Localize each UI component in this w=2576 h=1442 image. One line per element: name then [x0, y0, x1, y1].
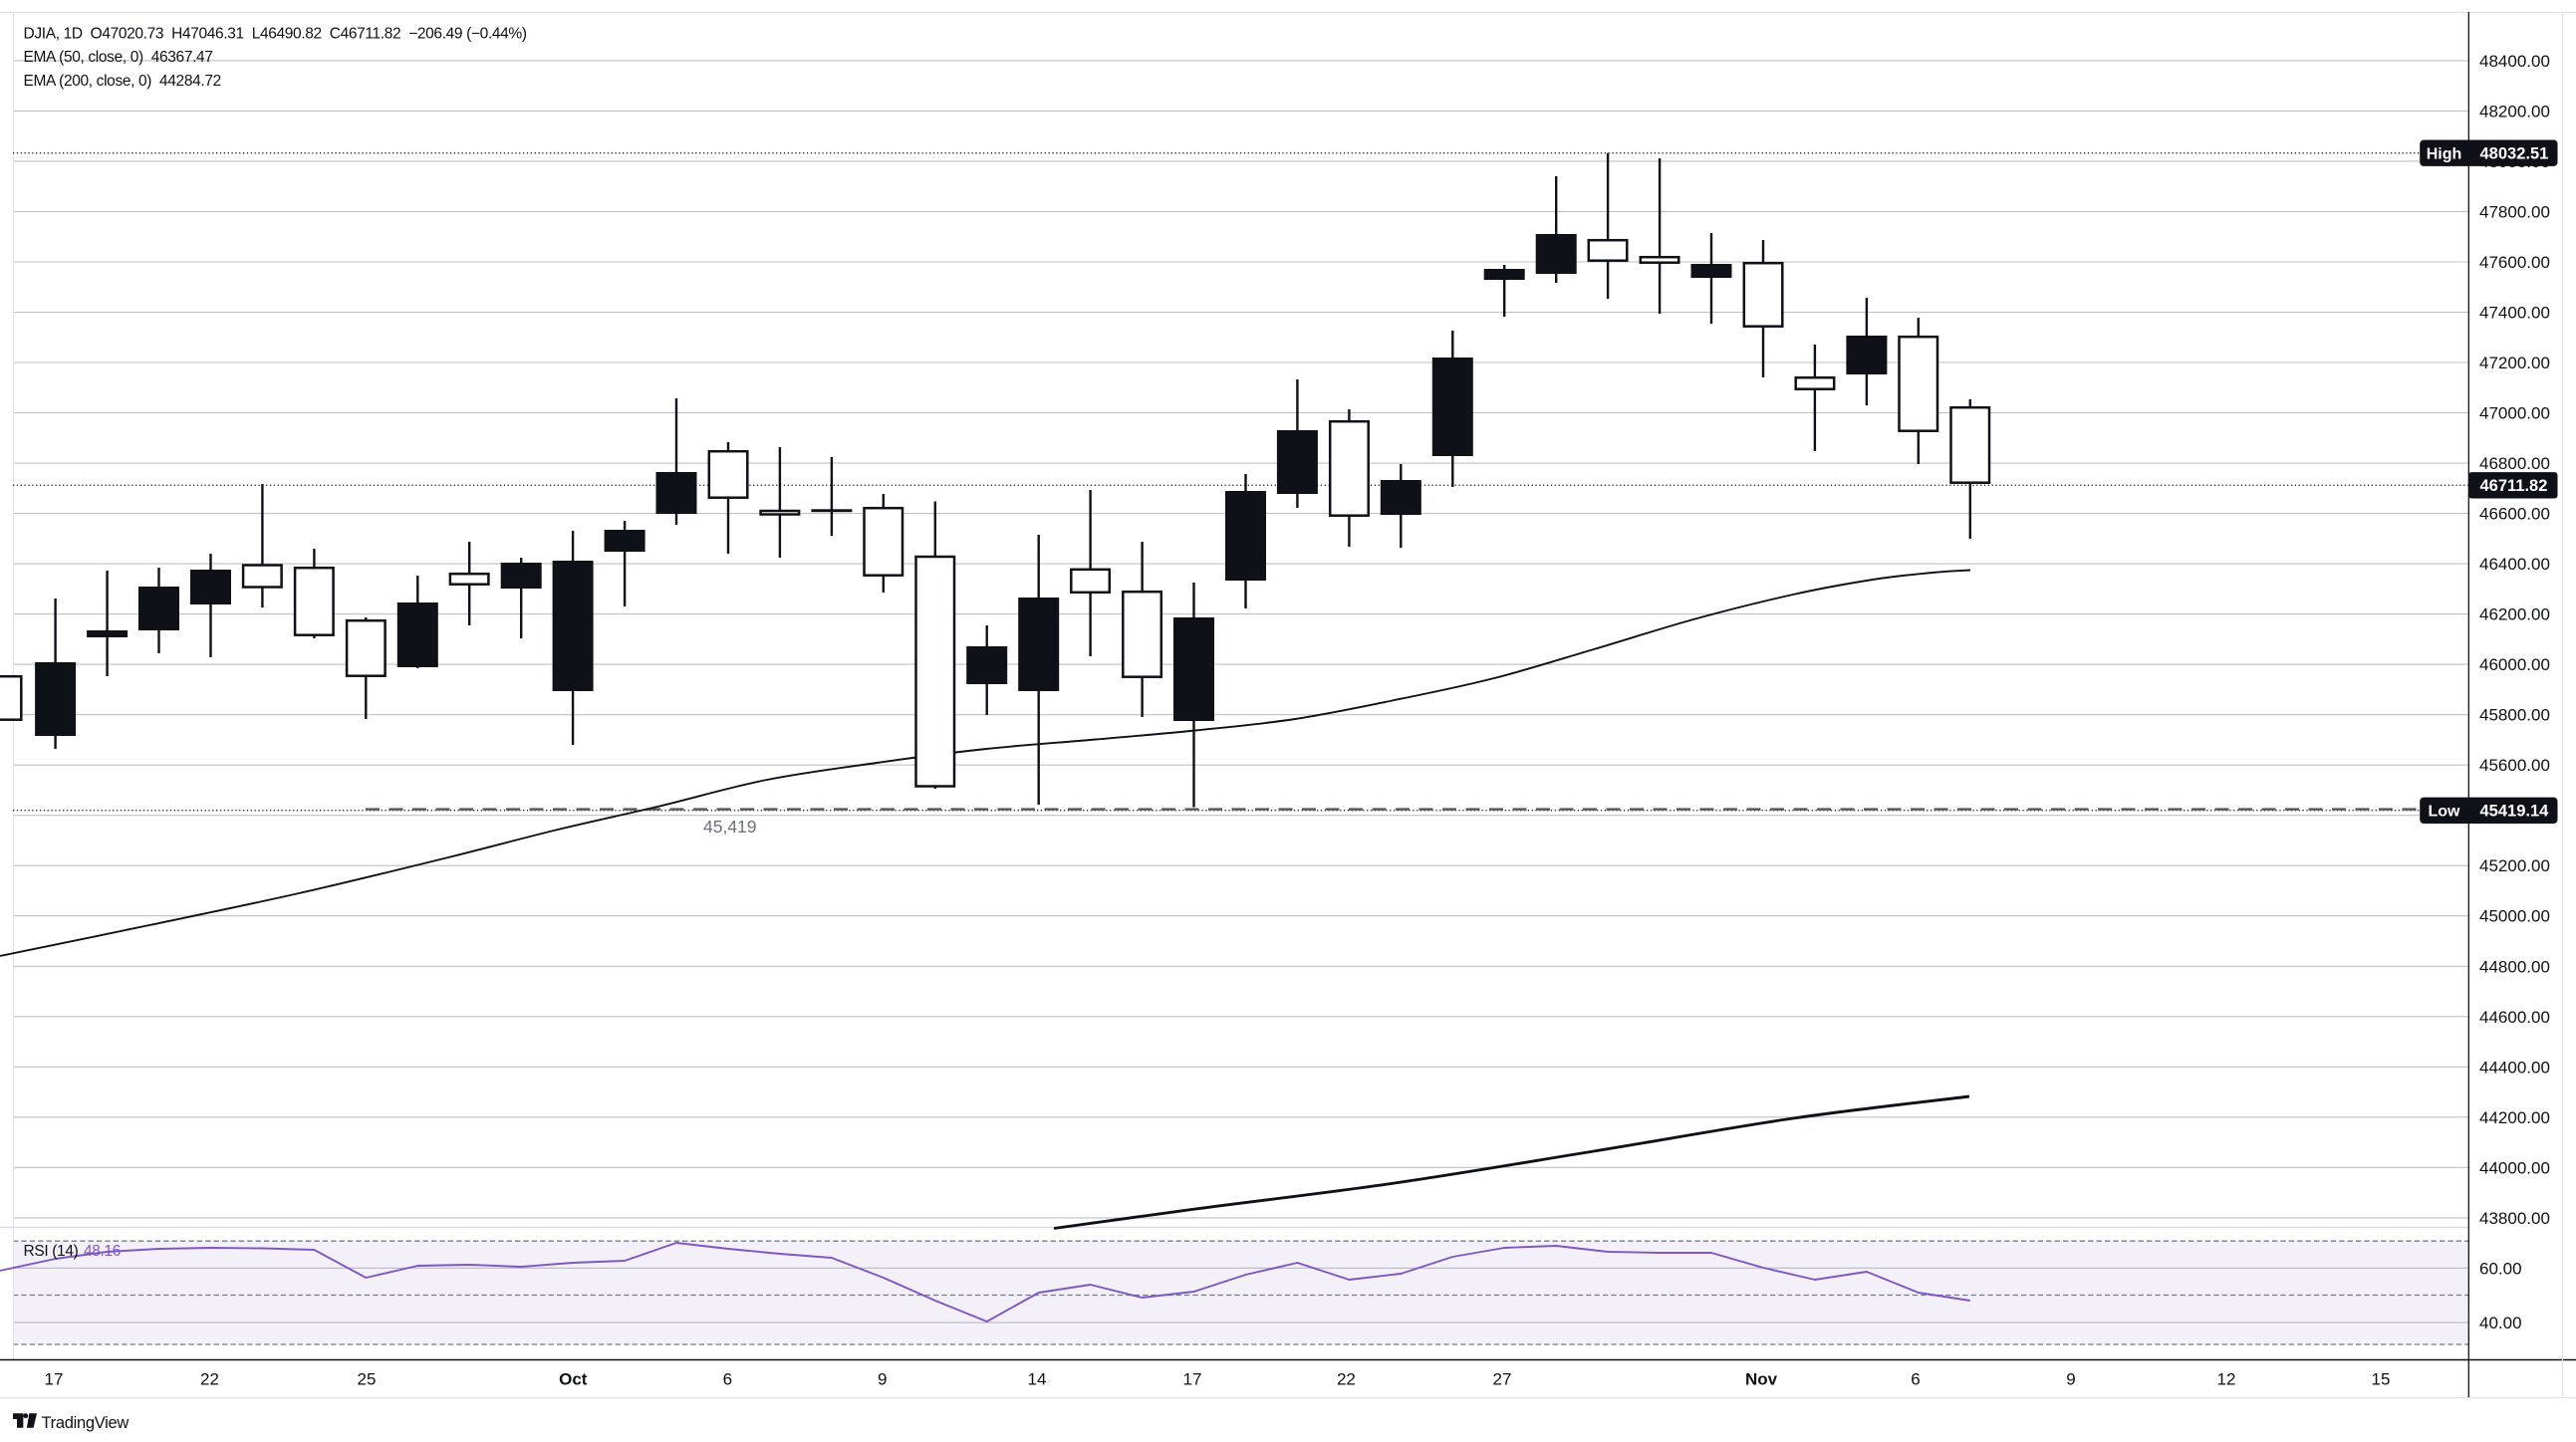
svg-text:22: 22 [1337, 1370, 1356, 1389]
svg-text:15: 15 [2372, 1370, 2391, 1389]
svg-text:48.16: 48.16 [84, 1243, 121, 1260]
svg-text:47000.00: 47000.00 [2479, 404, 2550, 423]
svg-text:46711.82: 46711.82 [2480, 477, 2548, 495]
svg-text:47200.00: 47200.00 [2479, 354, 2550, 372]
svg-text:High: High [2427, 145, 2462, 162]
svg-text:45200.00: 45200.00 [2479, 856, 2550, 875]
svg-text:25: 25 [358, 1370, 377, 1389]
svg-text:RSI (14): RSI (14) [24, 1243, 79, 1260]
svg-text:46600.00: 46600.00 [2479, 505, 2550, 524]
svg-text:47800.00: 47800.00 [2479, 203, 2550, 222]
svg-text:45800.00: 45800.00 [2479, 706, 2550, 725]
svg-text:Oct: Oct [559, 1370, 588, 1389]
svg-text:44400.00: 44400.00 [2479, 1058, 2550, 1077]
svg-text:TradingView: TradingView [42, 1414, 129, 1432]
svg-text:27: 27 [1493, 1370, 1512, 1389]
svg-text:EMA (50, close, 0) 46367.47: EMA (50, close, 0) 46367.47 [24, 49, 213, 66]
svg-text:9: 9 [2066, 1370, 2075, 1389]
svg-text:22: 22 [200, 1370, 219, 1389]
svg-text:44200.00: 44200.00 [2479, 1108, 2550, 1127]
svg-text:48032.51: 48032.51 [2480, 144, 2549, 162]
svg-text:43800.00: 43800.00 [2479, 1209, 2550, 1228]
svg-text:45000.00: 45000.00 [2479, 907, 2550, 926]
svg-text:46800.00: 46800.00 [2479, 454, 2550, 473]
svg-text:48400.00: 48400.00 [2479, 52, 2550, 71]
svg-text:47400.00: 47400.00 [2479, 304, 2550, 323]
svg-text:46000.00: 46000.00 [2479, 655, 2550, 674]
svg-text:47600.00: 47600.00 [2479, 253, 2550, 272]
svg-text:9: 9 [878, 1370, 887, 1389]
svg-text:40.00: 40.00 [2479, 1314, 2522, 1332]
svg-text:45,419: 45,419 [703, 817, 757, 837]
svg-text:45419.14: 45419.14 [2480, 803, 2550, 821]
svg-text:EMA (200, close, 0) 44284.72: EMA (200, close, 0) 44284.72 [24, 73, 221, 90]
svg-text:6: 6 [723, 1370, 732, 1389]
svg-text:6: 6 [1911, 1370, 1920, 1389]
svg-text:44600.00: 44600.00 [2479, 1008, 2550, 1027]
svg-text:17: 17 [1183, 1370, 1202, 1389]
svg-text:46400.00: 46400.00 [2479, 555, 2550, 574]
svg-text:Low: Low [2429, 804, 2461, 821]
svg-text:Nov: Nov [1745, 1370, 1778, 1389]
svg-text:46200.00: 46200.00 [2479, 605, 2550, 624]
svg-text:12: 12 [2217, 1370, 2236, 1389]
svg-text:17: 17 [45, 1370, 64, 1389]
svg-text:DJIA, 1D O47020.73 H47046.31: DJIA, 1D O47020.73 H47046.31 L46490.82 C… [24, 26, 527, 43]
svg-text:60.00: 60.00 [2479, 1259, 2522, 1278]
svg-text:44000.00: 44000.00 [2479, 1158, 2550, 1177]
svg-text:45600.00: 45600.00 [2479, 756, 2550, 775]
svg-text:44800.00: 44800.00 [2479, 957, 2550, 976]
svg-text:14: 14 [1028, 1370, 1047, 1389]
svg-text:48200.00: 48200.00 [2479, 102, 2550, 120]
